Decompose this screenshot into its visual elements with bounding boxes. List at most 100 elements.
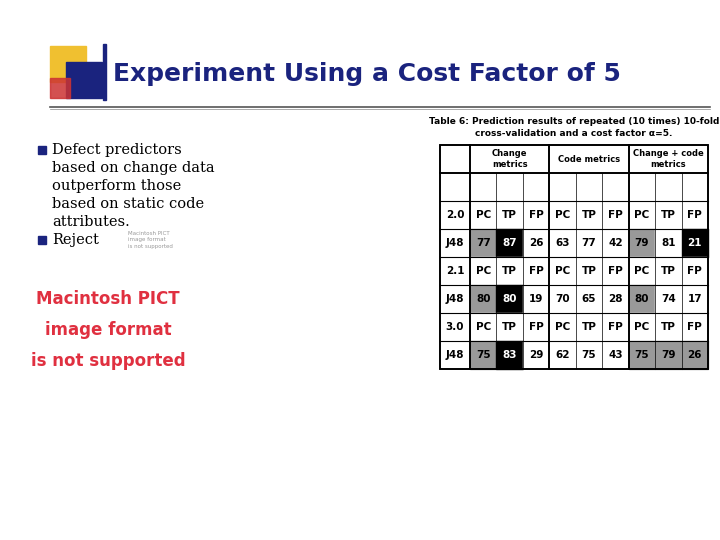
Bar [682, 201, 708, 229]
Text: TP: TP [503, 266, 517, 276]
Text: cross-validation and a cost factor α=5.: cross-validation and a cost factor α=5. [475, 130, 672, 138]
Bar [629, 229, 655, 257]
Text: PC: PC [634, 266, 649, 276]
Text: FP: FP [528, 266, 544, 276]
Bar [602, 229, 629, 257]
Text: 80: 80 [634, 294, 649, 304]
Text: 2.1: 2.1 [446, 266, 464, 276]
Bar [523, 257, 549, 285]
Text: Reject: Reject [52, 233, 99, 247]
Bar [497, 285, 523, 313]
Bar [497, 313, 523, 341]
Text: TP: TP [582, 266, 596, 276]
Text: 70: 70 [555, 294, 570, 304]
Text: 28: 28 [608, 294, 623, 304]
Bar [523, 313, 549, 341]
Bar [655, 341, 682, 369]
Bar [50, 46, 86, 82]
Text: Macintosh PICT
image format
is not supported: Macintosh PICT image format is not suppo… [31, 291, 185, 369]
Bar [655, 229, 682, 257]
Bar [655, 257, 682, 285]
Text: 75: 75 [582, 350, 596, 360]
Text: FP: FP [688, 322, 702, 332]
Text: 74: 74 [661, 294, 675, 304]
Text: 26: 26 [529, 238, 544, 248]
Text: 77: 77 [476, 238, 490, 248]
Bar [682, 341, 708, 369]
Bar [66, 62, 102, 98]
Text: 2.0: 2.0 [446, 210, 464, 220]
Bar [470, 229, 497, 257]
Bar [576, 201, 602, 229]
Bar [549, 341, 576, 369]
Text: FP: FP [688, 266, 702, 276]
Bar [470, 285, 497, 313]
Text: 62: 62 [555, 350, 570, 360]
Text: 75: 75 [476, 350, 490, 360]
Text: 19: 19 [529, 294, 544, 304]
Text: based on change data: based on change data [52, 161, 215, 175]
Text: PC: PC [476, 322, 491, 332]
Bar [523, 341, 549, 369]
Text: 87: 87 [503, 238, 517, 248]
Text: TP: TP [582, 210, 596, 220]
Bar [470, 257, 497, 285]
Text: TP: TP [503, 210, 517, 220]
Bar [549, 257, 576, 285]
Text: 65: 65 [582, 294, 596, 304]
Bar [682, 229, 708, 257]
Bar [576, 257, 602, 285]
Text: 3.0: 3.0 [446, 322, 464, 332]
Bar [655, 201, 682, 229]
Bar [629, 313, 655, 341]
Bar [470, 341, 497, 369]
Bar [497, 257, 523, 285]
Text: 79: 79 [661, 350, 675, 360]
Bar [602, 341, 629, 369]
Text: Experiment Using a Cost Factor of 5: Experiment Using a Cost Factor of 5 [113, 62, 621, 86]
Bar [629, 201, 655, 229]
Text: outperform those: outperform those [52, 179, 181, 193]
Text: PC: PC [555, 210, 570, 220]
Bar [602, 257, 629, 285]
Text: 80: 80 [503, 294, 517, 304]
Bar [629, 341, 655, 369]
Bar [629, 257, 655, 285]
Text: 81: 81 [661, 238, 675, 248]
Bar [549, 313, 576, 341]
Bar [38, 146, 46, 154]
Bar [523, 229, 549, 257]
Text: FP: FP [528, 322, 544, 332]
Text: 77: 77 [582, 238, 596, 248]
Text: PC: PC [555, 322, 570, 332]
Text: 83: 83 [503, 350, 517, 360]
Text: 26: 26 [688, 350, 702, 360]
Bar [103, 44, 106, 100]
Text: 21: 21 [688, 238, 702, 248]
Text: FP: FP [608, 266, 623, 276]
Bar [682, 313, 708, 341]
Text: based on static code: based on static code [52, 197, 204, 211]
Text: J48: J48 [446, 350, 464, 360]
Text: TP: TP [503, 322, 517, 332]
Text: PC: PC [555, 266, 570, 276]
Bar [682, 257, 708, 285]
Bar [497, 341, 523, 369]
Bar [523, 201, 549, 229]
Bar [576, 229, 602, 257]
Text: FP: FP [608, 210, 623, 220]
Text: PC: PC [476, 210, 491, 220]
Bar [629, 285, 655, 313]
Text: PC: PC [634, 210, 649, 220]
Text: FP: FP [528, 210, 544, 220]
Text: TP: TP [661, 322, 676, 332]
Text: TP: TP [582, 322, 596, 332]
Text: Change + code
metrics: Change + code metrics [633, 149, 703, 168]
Text: FP: FP [608, 322, 623, 332]
Bar [50, 78, 70, 98]
Bar [576, 285, 602, 313]
Bar [602, 313, 629, 341]
Bar [549, 285, 576, 313]
Bar [549, 201, 576, 229]
Bar [549, 229, 576, 257]
